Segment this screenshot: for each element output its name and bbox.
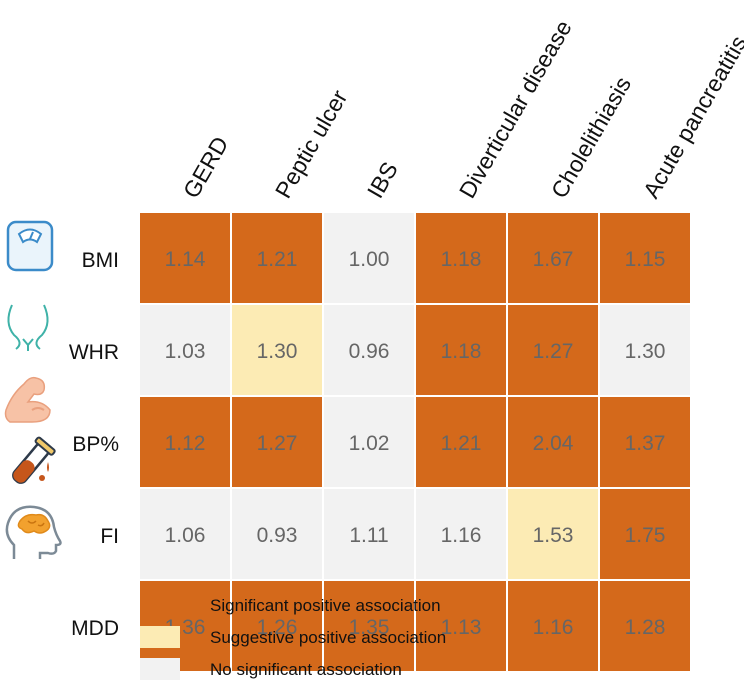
heatmap-cell bbox=[508, 305, 598, 395]
column-label: Acute pancreatitis bbox=[638, 31, 744, 202]
cell-value-label: 1.13 bbox=[441, 616, 482, 639]
heatmap-cell bbox=[324, 581, 414, 671]
cell-value-label: 1.30 bbox=[625, 340, 666, 363]
heatmap-cell bbox=[416, 305, 506, 395]
heatmap-cell bbox=[600, 305, 690, 395]
row-label: MDD bbox=[71, 617, 119, 640]
heatmap-cell bbox=[600, 581, 690, 671]
cell-value-label: 1.16 bbox=[441, 524, 482, 547]
cell-value-label: 1.06 bbox=[165, 524, 206, 547]
heatmap-cell bbox=[324, 397, 414, 487]
heatmap-cell bbox=[324, 213, 414, 303]
heatmap-cell bbox=[140, 305, 230, 395]
heatmap-cell bbox=[508, 397, 598, 487]
heatmap-cell bbox=[140, 213, 230, 303]
cell-value-label: 1.18 bbox=[441, 340, 482, 363]
cell-value-label: 1.53 bbox=[533, 524, 574, 547]
heatmap-cell bbox=[232, 213, 322, 303]
cell-value-label: 1.21 bbox=[441, 432, 482, 455]
heatmap-cell bbox=[600, 489, 690, 579]
heatmap-cell bbox=[232, 581, 322, 671]
cell-value-label: 1.27 bbox=[533, 340, 574, 363]
cell-value-label: 0.93 bbox=[257, 524, 298, 547]
cell-value-label: 1.21 bbox=[257, 248, 298, 271]
cell-value-label: 1.26 bbox=[257, 616, 298, 639]
cell-value-label: 1.15 bbox=[625, 248, 666, 271]
cell-value-label: 0.96 bbox=[349, 340, 390, 363]
legend-label: Significant positive association bbox=[210, 596, 441, 615]
column-label: Cholelithiasis bbox=[546, 72, 636, 202]
cell-value-label: 1.27 bbox=[257, 432, 298, 455]
cell-value-label: 1.14 bbox=[165, 248, 206, 271]
column-labels: GERD Peptic ulcer IBS Diverticular diseaseC… bbox=[178, 16, 744, 203]
test-tube-icon bbox=[12, 436, 56, 484]
cell-value-label: 1.16 bbox=[533, 616, 574, 639]
cell-value-label: 1.00 bbox=[349, 248, 390, 271]
heatmap-cell bbox=[416, 397, 506, 487]
cell-value-label: 1.75 bbox=[625, 524, 666, 547]
heatmap-cell bbox=[324, 489, 414, 579]
legend-label: Suggestive positive association bbox=[210, 628, 446, 647]
cell-value-label: 1.28 bbox=[625, 616, 666, 639]
heatmap-cell bbox=[232, 397, 322, 487]
heatmap-cell bbox=[600, 213, 690, 303]
cell-value-label: 1.67 bbox=[533, 248, 574, 271]
heatmap-cell bbox=[600, 397, 690, 487]
heatmap-cell bbox=[232, 489, 322, 579]
heatmap-cell bbox=[324, 305, 414, 395]
heatmap-cell bbox=[416, 489, 506, 579]
column-label: Peptic ulcer bbox=[270, 85, 353, 202]
column-label: IBS bbox=[362, 157, 403, 202]
legend: Significant positive association Suggesti… bbox=[140, 594, 446, 680]
brain-head-icon bbox=[5, 505, 62, 559]
heatmap-cells: 1.14 1.21 1.00 1.18 1.67 1.15 1.03 1.30 0.96 1.18… bbox=[140, 213, 690, 671]
cell-value-label: 1.03 bbox=[165, 340, 206, 363]
row-labels: BMI WHR BP% FI MDD bbox=[69, 249, 119, 640]
cell-value-label: 1.35 bbox=[349, 616, 390, 639]
column-label: GERD bbox=[178, 132, 234, 203]
heatmap-cell bbox=[416, 581, 506, 671]
cell-value-label: 1.11 bbox=[349, 524, 388, 547]
cell-value-label: 1.37 bbox=[625, 432, 666, 455]
row-label: WHR bbox=[69, 341, 119, 364]
row-icons bbox=[4, 220, 62, 559]
cell-value-label: 1.02 bbox=[349, 432, 390, 455]
heatmap-cell bbox=[416, 213, 506, 303]
legend-label: No significant association bbox=[210, 660, 402, 679]
legend-swatch bbox=[140, 594, 180, 616]
legend-swatch bbox=[140, 626, 180, 648]
muscle-arm-icon bbox=[4, 376, 51, 423]
heatmap-cell bbox=[508, 581, 598, 671]
row-label: FI bbox=[100, 525, 119, 548]
waist-icon bbox=[7, 304, 49, 351]
heatmap-cell bbox=[140, 397, 230, 487]
row-label: BP% bbox=[72, 433, 119, 456]
scale-icon bbox=[6, 220, 54, 272]
legend-swatch bbox=[140, 658, 180, 680]
heatmap-cell bbox=[508, 489, 598, 579]
heatmap-cell bbox=[508, 213, 598, 303]
heatmap-cell bbox=[140, 489, 230, 579]
cell-value-label: 2.04 bbox=[533, 432, 574, 455]
row-label: BMI bbox=[82, 249, 119, 272]
cell-value-label: 1.18 bbox=[441, 248, 482, 271]
cell-value-label: 1.30 bbox=[257, 340, 298, 363]
cell-value-label: 1.12 bbox=[165, 432, 206, 455]
heatmap-cell bbox=[232, 305, 322, 395]
